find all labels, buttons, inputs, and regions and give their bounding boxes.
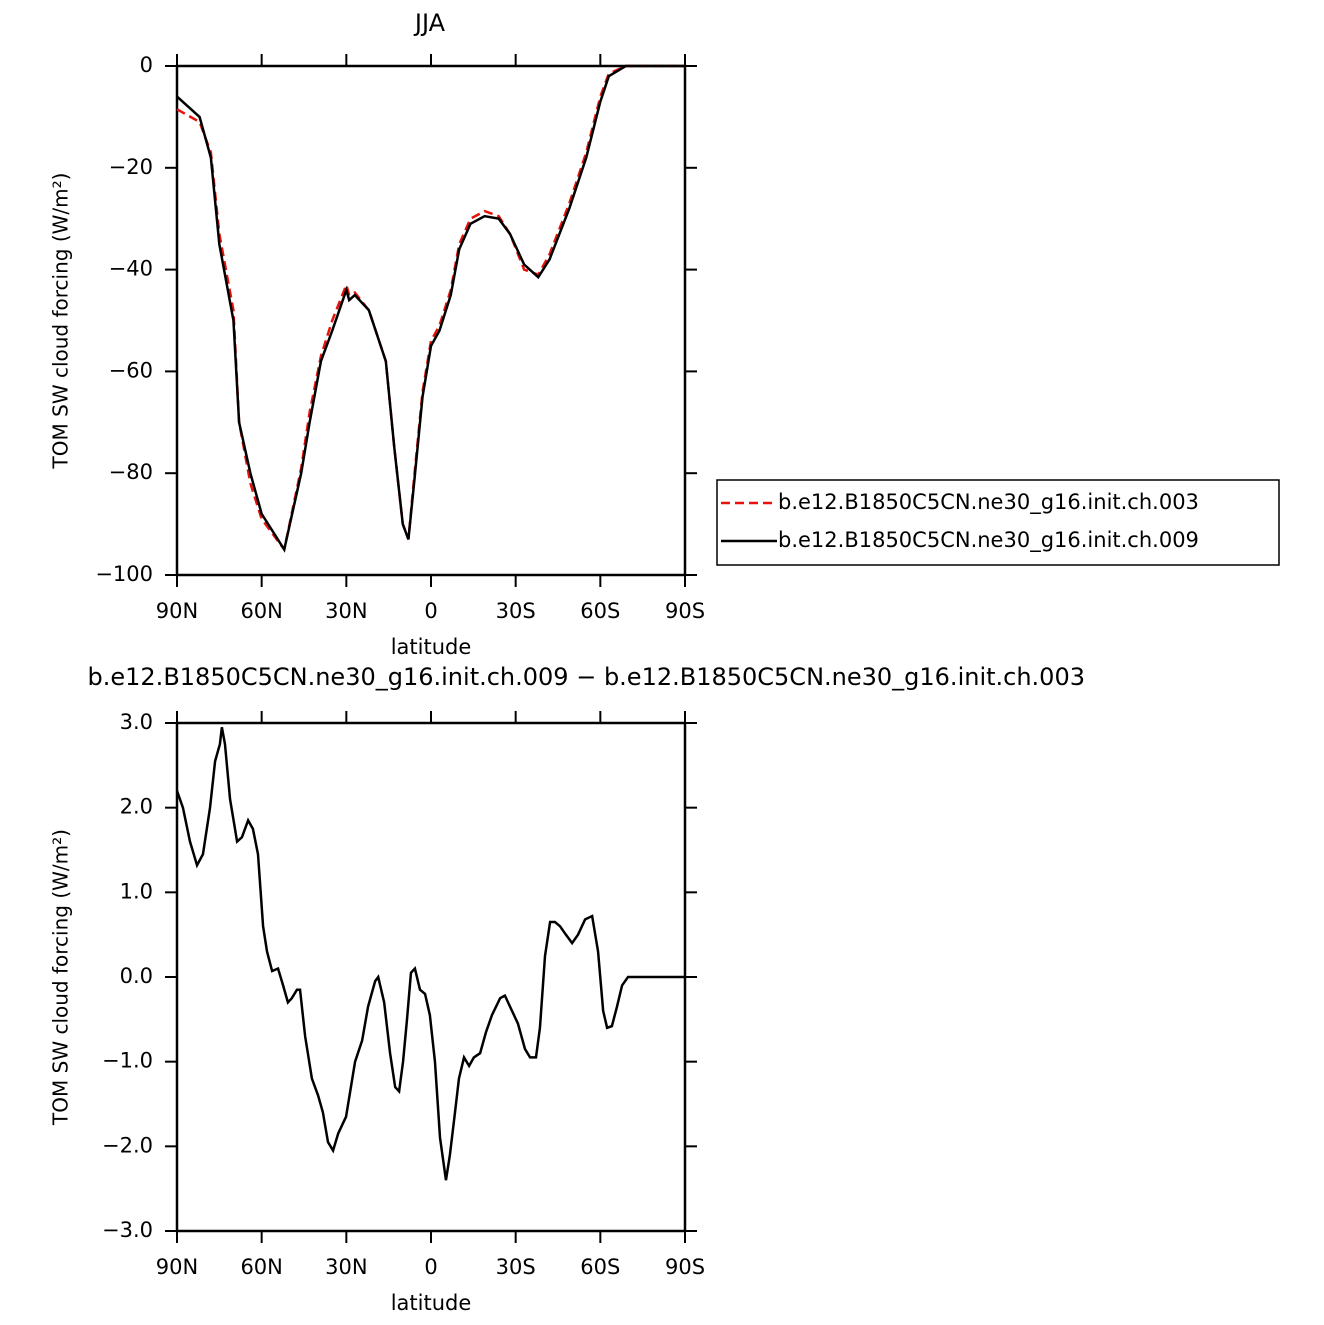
- x-tick-label: 90N: [156, 599, 198, 623]
- y-tick-label: −1.0: [102, 1049, 153, 1073]
- legend-label: b.e12.B1850C5CN.ne30_g16.init.ch.003: [778, 490, 1199, 515]
- data-line: [176, 64, 685, 553]
- y-tick-label: 1.0: [120, 879, 153, 903]
- x-tick-label: 90S: [665, 599, 705, 623]
- legend-label: b.e12.B1850C5CN.ne30_g16.init.ch.009: [778, 528, 1199, 553]
- x-tick-label: 60S: [580, 1255, 620, 1279]
- x-tick-label: 90N: [156, 1255, 198, 1279]
- data-line: [176, 64, 685, 553]
- x-tick-label: 90S: [665, 1255, 705, 1279]
- y-tick-label: −100: [95, 562, 153, 586]
- y-tick-label: 3.0: [120, 710, 153, 734]
- x-tick-label: 30N: [325, 599, 367, 623]
- y-axis-label: TOM SW cloud forcing (W/m²): [49, 829, 73, 1126]
- y-tick-label: −40: [109, 257, 153, 281]
- y-tick-label: 0.0: [120, 964, 153, 988]
- y-tick-label: 0: [140, 53, 153, 77]
- plot-frame: [175, 64, 687, 577]
- y-tick-label: −2.0: [102, 1133, 153, 1157]
- y-tick-label: −60: [109, 358, 153, 382]
- x-tick-label: 0: [424, 1255, 437, 1279]
- x-tick-label: 60S: [580, 599, 620, 623]
- x-tick-label: 0: [424, 599, 437, 623]
- x-tick-label: 60N: [240, 1255, 282, 1279]
- y-axis-label: TOM SW cloud forcing (W/m²): [49, 173, 73, 470]
- x-tick-label: 30S: [496, 1255, 536, 1279]
- y-tick-label: 2.0: [120, 795, 153, 819]
- legend-box: [716, 479, 1280, 566]
- y-tick-label: −3.0: [102, 1218, 153, 1242]
- x-axis-label: latitude: [391, 1291, 472, 1315]
- y-tick-label: −20: [109, 155, 153, 179]
- data-line: [175, 727, 685, 1181]
- x-tick-label: 60N: [240, 599, 282, 623]
- x-tick-label: 30N: [325, 1255, 367, 1279]
- x-tick-label: 30S: [496, 599, 536, 623]
- chart-title: b.e12.B1850C5CN.ne30_g16.init.ch.009 − b…: [88, 663, 1085, 691]
- y-tick-label: −80: [109, 460, 153, 484]
- chart-title: JJA: [413, 9, 446, 37]
- x-axis-label: latitude: [391, 635, 472, 659]
- plot-frame: [175, 721, 687, 1233]
